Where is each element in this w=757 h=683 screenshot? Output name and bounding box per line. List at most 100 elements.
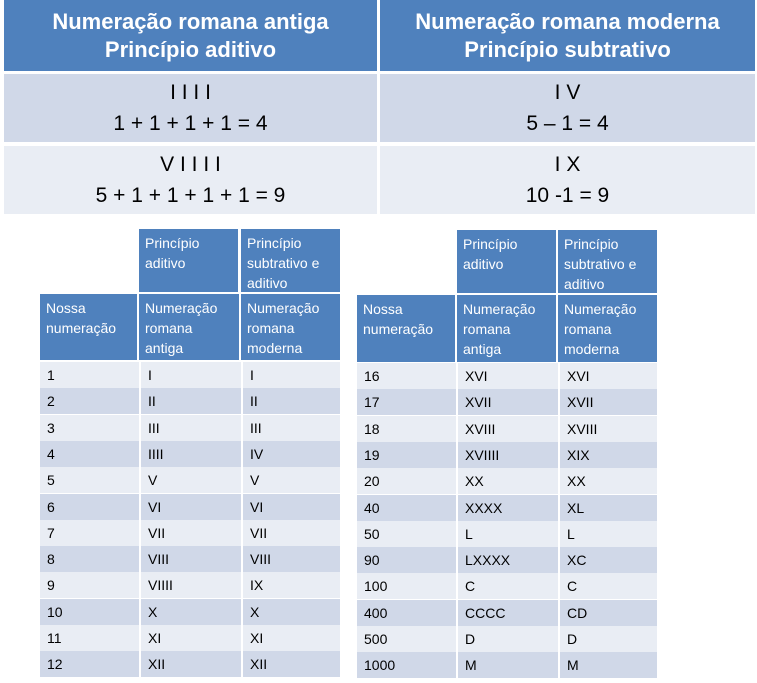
equation: 5 – 1 = 4 (526, 112, 609, 135)
table-row: 500 D D (357, 626, 657, 652)
cell-our-number: 9 (47, 577, 55, 594)
cell-ancient-numeral: X (139, 598, 241, 625)
cell-our-number: 19 (364, 446, 380, 463)
numeral: V I I I I (160, 153, 221, 176)
column-header-modern: Numeração romana moderna (241, 294, 340, 360)
cell-our-number: 20 (364, 473, 380, 490)
cell-modern-numeral: XX (558, 468, 657, 495)
cell-modern-numeral: II (241, 388, 340, 415)
cell-ancient-numeral: C (456, 573, 558, 600)
header-modern-title: Numeração romana moderna (415, 8, 720, 34)
column-header-modern: Numeração romana moderna (558, 295, 657, 362)
cell-modern-numeral: IX (241, 572, 340, 599)
cell-modern-numeral: I (241, 362, 340, 388)
cell-our-number: 5 (47, 472, 55, 489)
cell-modern-numeral: M (558, 652, 657, 679)
cell-modern-numeral: V (241, 467, 340, 494)
cell-modern-numeral: XL (558, 494, 657, 521)
cell-our-number: 12 (47, 656, 63, 673)
cell-our-number: 50 (364, 525, 380, 542)
cell-ancient-numeral: CCCC (456, 599, 558, 626)
table-row: 12 XII XII (40, 651, 340, 678)
cell-ancient-numeral: IIII (139, 440, 241, 467)
cell-ancient-numeral: V (139, 467, 241, 494)
example-9-ancient: V I I I I 5 + 1 + 1 + 1 + 1 = 9 (4, 146, 377, 214)
table-row: 11 XI XI (40, 625, 340, 651)
cell-our-number: 500 (364, 631, 388, 647)
cell-ancient-numeral: XXXX (456, 494, 558, 521)
cell-our-number: 2 (47, 393, 55, 410)
cell-modern-numeral: XVIII (558, 415, 657, 442)
cell-modern-numeral: IV (241, 440, 340, 467)
table-row: 20 XX XX (357, 468, 657, 495)
cell-our-number: 10 (47, 603, 63, 620)
table-row: 400 CCCC CD (357, 599, 657, 626)
cell-ancient-numeral: L (456, 520, 558, 547)
table-row: 50 L L (357, 520, 657, 547)
comparison-table: Numeração romana antiga Princípio aditiv… (4, 0, 755, 216)
cell-our-number: 1 (47, 367, 55, 383)
table-row: 90 LXXXX XC (357, 547, 657, 574)
cell-our-number: 17 (364, 394, 380, 411)
cell-ancient-numeral: M (456, 652, 558, 679)
cell-our-number: 4 (47, 445, 55, 462)
table-row: 6 VI VI (40, 493, 340, 520)
header-ancient-title: Numeração romana antiga (52, 8, 329, 34)
table-row: 100 C C (357, 573, 657, 600)
cell-our-number: 11 (47, 630, 62, 646)
cell-our-number: 3 (47, 419, 55, 436)
cell-ancient-numeral: XVI (456, 363, 558, 389)
example-4-ancient: I I I I 1 + 1 + 1 + 1 = 4 (4, 74, 377, 142)
cell-ancient-numeral: D (456, 626, 558, 652)
cell-our-number: 400 (364, 604, 388, 621)
cell-modern-numeral: L (558, 520, 657, 547)
cell-modern-numeral: VIII (241, 546, 340, 573)
cell-modern-numeral: X (241, 598, 340, 625)
numeral: I I I I (170, 81, 211, 104)
cell-ancient-numeral: XII (139, 651, 241, 678)
numeral: I X (554, 153, 581, 176)
table-row: 7 VII VII (40, 519, 340, 546)
cell-ancient-numeral: II (139, 388, 241, 415)
cell-modern-numeral: XIX (558, 441, 657, 468)
cell-ancient-numeral: I (139, 362, 241, 388)
column-header-our-numbering: Nossa numeração (357, 295, 455, 362)
table-row: 10 X X (40, 598, 340, 625)
table-row: 8 VIII VIII (40, 546, 340, 573)
header-modern: Numeração romana moderna Princípio subtr… (380, 0, 755, 71)
cell-modern-numeral: XC (558, 547, 657, 574)
cell-modern-numeral: III (241, 414, 340, 441)
table-row: 3 III III (40, 414, 340, 441)
cell-modern-numeral: VII (241, 519, 340, 546)
numbers-table-left: Princípio aditivo Princípio subtrativo e… (40, 229, 340, 678)
table-row: 2 II II (40, 388, 340, 415)
group-header-subtractive-additive: Princípio subtrativo e aditivo (241, 229, 340, 292)
table-row: 4 IIII IV (40, 440, 340, 467)
cell-ancient-numeral: III (139, 414, 241, 441)
header-ancient-principle: Princípio aditivo (104, 36, 277, 62)
cell-our-number: 7 (47, 524, 55, 541)
cell-our-number: 18 (364, 420, 380, 437)
cell-modern-numeral: VI (241, 493, 340, 520)
cell-our-number: 6 (47, 498, 55, 515)
group-header-subtractive-additive: Princípio subtrativo e aditivo (558, 230, 657, 293)
header-modern-principle: Princípio subtrativo (464, 36, 671, 62)
cell-our-number: 16 (364, 368, 380, 384)
cell-our-number: 40 (364, 499, 380, 516)
equation: 1 + 1 + 1 + 1 = 4 (113, 112, 268, 135)
cell-ancient-numeral: VIII (139, 546, 241, 573)
cell-modern-numeral: C (558, 573, 657, 600)
example-4-modern: I V 5 – 1 = 4 (380, 74, 755, 142)
column-header-ancient: Numeração romana antiga (457, 295, 556, 362)
cell-modern-numeral: XII (241, 651, 340, 678)
column-header-ancient: Numeração romana antiga (139, 294, 239, 360)
column-header-our-numbering: Nossa numeração (40, 294, 137, 360)
cell-ancient-numeral: XVIIII (456, 441, 558, 468)
cell-our-number: 1000 (364, 657, 396, 674)
table-row: 16 XVI XVI (357, 363, 657, 389)
cell-modern-numeral: CD (558, 599, 657, 626)
table-row: 9 VIIII IX (40, 572, 340, 599)
equation: 10 -1 = 9 (525, 184, 610, 207)
